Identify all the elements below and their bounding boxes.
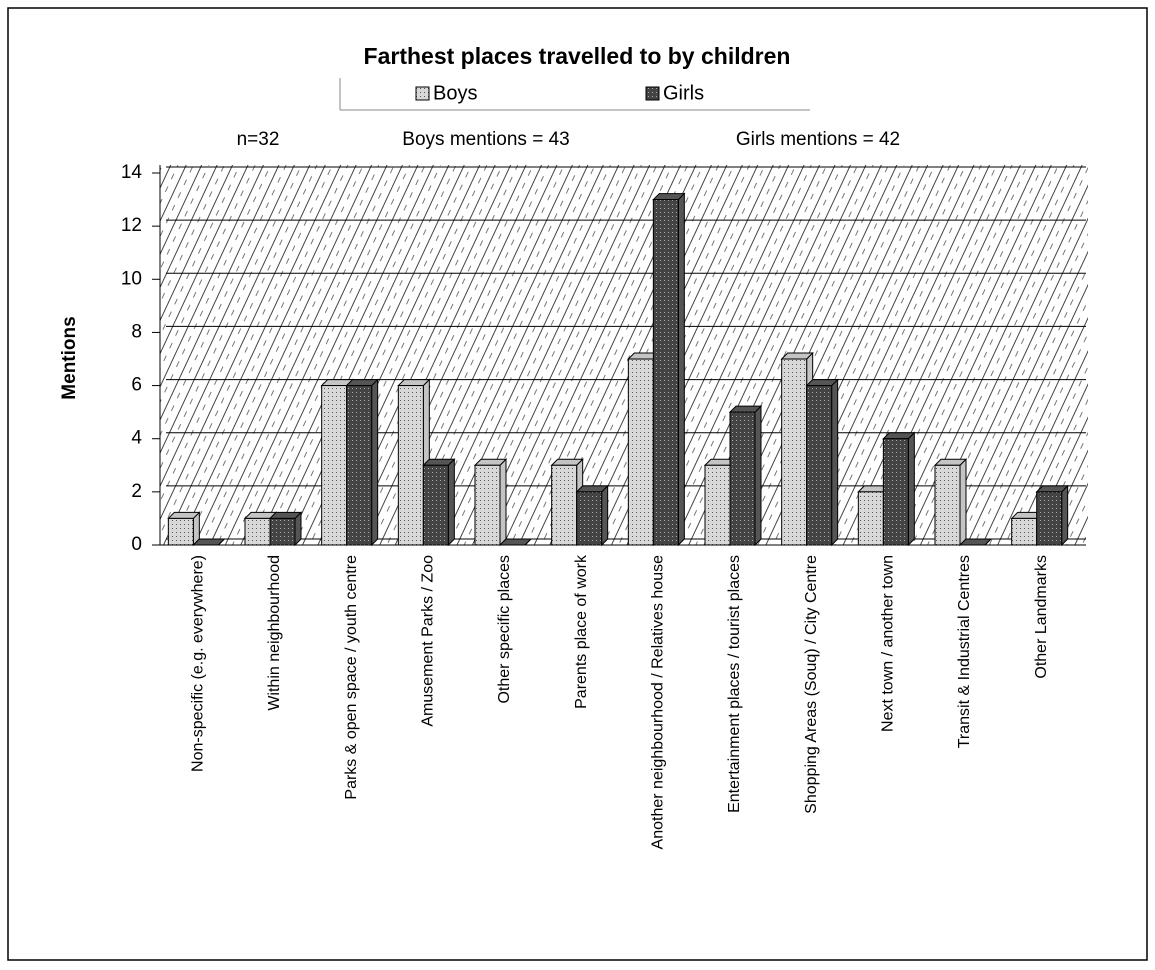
y-tick-label: 10	[121, 268, 142, 289]
bar-top	[268, 511, 303, 519]
bar-side	[499, 458, 507, 547]
bar	[167, 517, 194, 546]
bar-top	[652, 193, 686, 201]
legend-swatch	[415, 86, 430, 101]
bar	[857, 491, 884, 546]
y-tick-label: 6	[131, 375, 142, 396]
bar-top	[498, 538, 533, 546]
bar	[1011, 517, 1038, 546]
annotation: Boys mentions = 43	[402, 129, 569, 150]
bar	[346, 385, 373, 546]
bar	[474, 464, 501, 546]
bar	[729, 411, 756, 546]
bar-top	[728, 405, 763, 413]
bar-top	[422, 458, 456, 466]
bar	[269, 517, 296, 546]
bar-top	[933, 458, 968, 466]
annotation: n=32	[237, 129, 280, 150]
x-tick-label: Other Landmarks	[1033, 555, 1050, 679]
legend-swatch	[645, 86, 660, 101]
legend-label: Girls	[663, 82, 704, 104]
x-tick-label: Within neighbourhood	[266, 555, 283, 711]
bar-top	[192, 538, 226, 546]
bar-side	[831, 378, 839, 547]
chart-title: Farthest places travelled to by children	[364, 43, 791, 69]
bar-side	[447, 458, 455, 547]
bar	[1036, 491, 1063, 546]
bar-top	[397, 379, 431, 387]
bar	[627, 358, 654, 546]
bar	[397, 385, 424, 546]
bar-top	[473, 458, 508, 466]
bar-top	[1035, 485, 1069, 493]
bar-side	[601, 484, 609, 547]
y-tick-label: 8	[131, 321, 142, 342]
legend-label: Boys	[433, 82, 477, 104]
plot-background	[160, 165, 1088, 545]
bar	[244, 517, 271, 546]
bar-side	[959, 458, 967, 547]
bar	[321, 385, 348, 546]
y-tick-label: 12	[121, 215, 142, 236]
bar	[934, 464, 961, 546]
y-tick-label: 2	[131, 481, 142, 502]
bar	[704, 464, 731, 546]
bar-side	[371, 378, 379, 547]
x-tick-label: Parents place of work	[573, 554, 590, 709]
x-tick-label: Other specific places	[496, 555, 513, 704]
bar-top	[575, 485, 609, 493]
bar-side	[907, 431, 915, 547]
bar-top	[550, 458, 584, 466]
x-tick-label: Shopping Areas (Souq) / City Centre	[803, 555, 820, 814]
x-tick-label: Entertainment places / tourist places	[726, 555, 743, 813]
bar-top	[780, 352, 814, 360]
x-tick-label: Parks & open space / youth centre	[343, 555, 360, 800]
bar	[781, 358, 808, 546]
bar-top	[805, 379, 839, 387]
x-tick-label: Amusement Parks / Zoo	[420, 555, 437, 727]
bar	[882, 438, 909, 546]
y-axis-label: Mentions	[59, 316, 80, 399]
x-tick-label: Transit & Industrial Centres	[956, 555, 973, 748]
x-tick-label: Non-specific (e.g. everywhere)	[190, 555, 207, 772]
bar-side	[1061, 484, 1069, 547]
bar-side	[677, 192, 685, 547]
x-tick-label: Another neighbourhood / Relatives house	[650, 555, 667, 850]
y-tick-label: 0	[131, 534, 142, 555]
bar	[551, 464, 578, 546]
y-tick-label: 14	[121, 162, 143, 183]
bar	[576, 491, 603, 546]
bar-top	[167, 511, 201, 519]
bar-top	[958, 538, 993, 546]
bar-top	[345, 379, 379, 387]
bar-side	[754, 404, 762, 547]
annotation: Girls mentions = 42	[736, 129, 900, 150]
bar	[806, 385, 833, 546]
x-tick-label: Next town / another town	[880, 555, 897, 732]
bar-top	[882, 432, 916, 440]
bar	[652, 199, 679, 546]
bar	[422, 464, 449, 546]
y-tick-label: 4	[131, 428, 142, 449]
